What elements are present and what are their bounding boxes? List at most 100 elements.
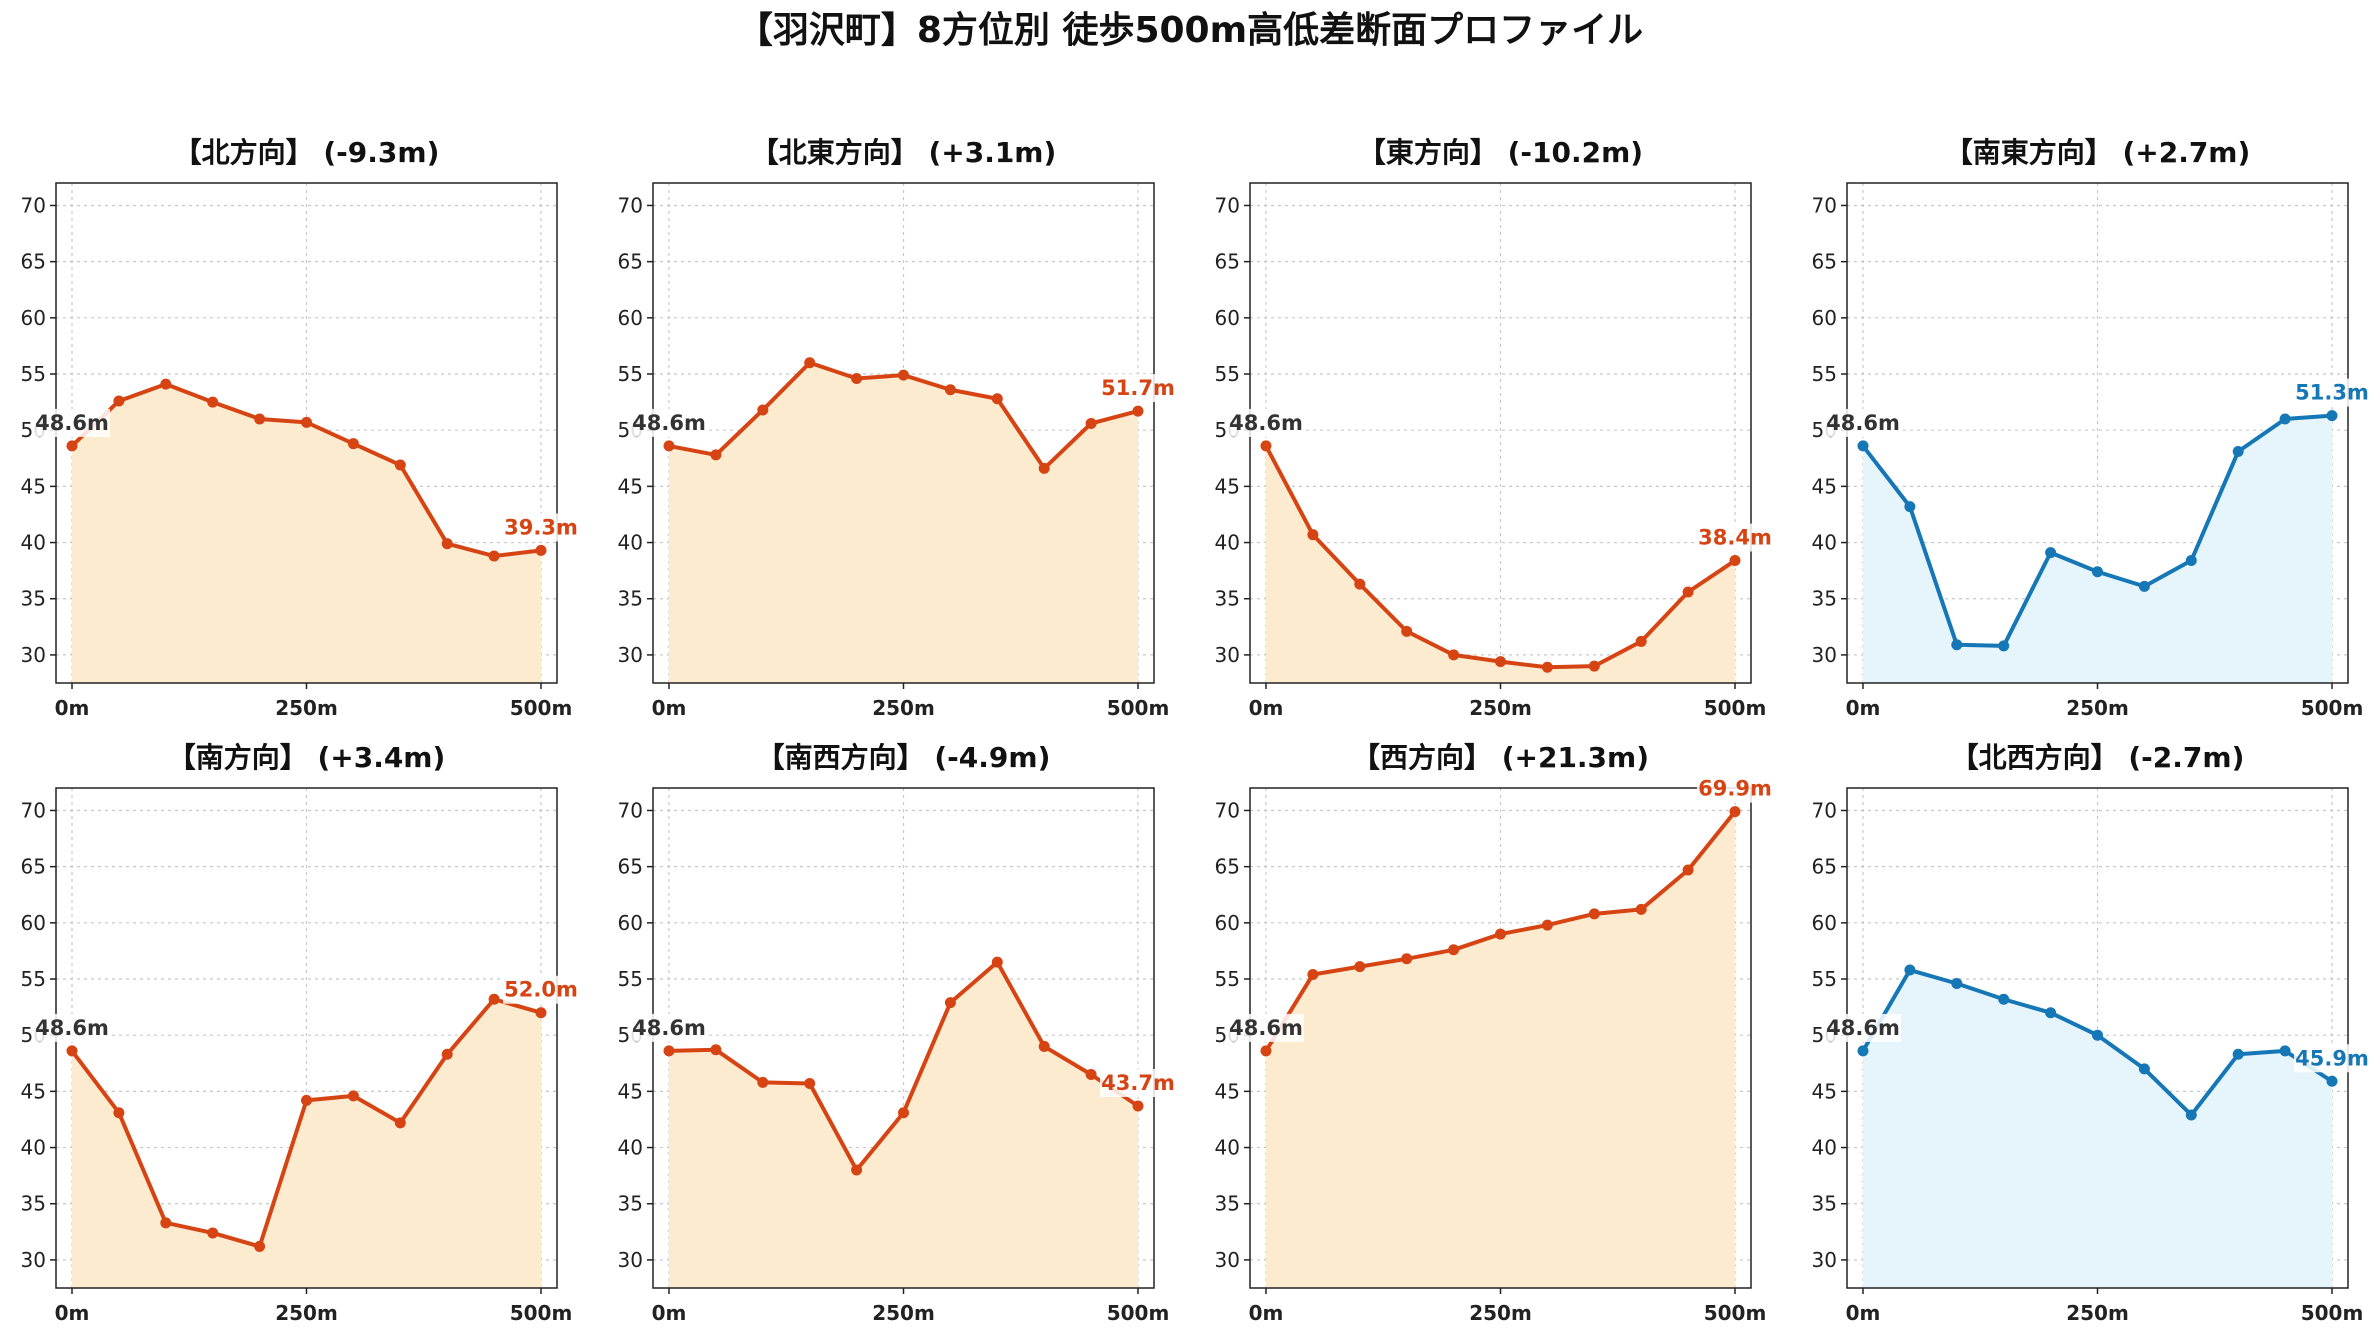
end-label-bg (1100, 1068, 1176, 1097)
data-point (1038, 462, 1050, 474)
panel-title: 【南方向】 (+3.4m) (168, 741, 446, 774)
y-tick-label: 30 (1812, 1248, 1837, 1272)
data-point (2185, 1109, 2197, 1121)
y-tick-label: 65 (21, 855, 46, 879)
data-point (757, 404, 769, 416)
area-fill (1266, 445, 1735, 683)
y-tick-label: 30 (21, 643, 46, 667)
data-point (1495, 928, 1506, 940)
end-value-label: 43.7m (1101, 1071, 1175, 1095)
y-tick-label: 35 (1215, 587, 1240, 611)
data-point (1635, 903, 1647, 915)
figure-title: 【羽沢町】8方位別 徒歩500m高低差断面プロファイル (737, 10, 1643, 51)
area-fill (1863, 970, 2332, 1288)
y-tick-label: 70 (618, 193, 643, 217)
y-tick-label: 55 (21, 362, 46, 386)
end-label-bg (503, 975, 579, 1004)
end-label-bg (1697, 523, 1773, 552)
x-tick-label: 250m (2066, 1301, 2129, 1325)
data-point (2326, 1075, 2338, 1087)
data-point (1904, 964, 1916, 976)
y-tick-label: 55 (1215, 967, 1240, 991)
end-value-label: 51.7m (1101, 376, 1175, 400)
data-point (1495, 656, 1506, 668)
data-point (301, 416, 312, 428)
data-point (1354, 961, 1366, 973)
data-point (488, 993, 500, 1005)
x-tick-label: 500m (2301, 696, 2364, 720)
x-tick-label: 0m (1846, 696, 1881, 720)
data-point (441, 1048, 453, 1060)
y-tick-label: 35 (21, 587, 46, 611)
start-label-bg (34, 408, 110, 437)
y-tick-label: 65 (1812, 855, 1837, 879)
x-tick-label: 0m (652, 696, 687, 720)
y-tick-label: 40 (618, 531, 643, 555)
start-label-bg (631, 408, 707, 437)
data-point (944, 997, 956, 1009)
data-point (2045, 547, 2057, 559)
data-point (944, 384, 956, 396)
end-label-bg (1697, 774, 1773, 803)
data-point (2279, 1045, 2291, 1057)
data-point (394, 1117, 406, 1129)
area-fill (1863, 415, 2332, 683)
data-point (1354, 578, 1366, 590)
y-tick-label: 30 (1215, 1248, 1240, 1272)
data-point (663, 440, 675, 452)
area-fill (72, 384, 541, 683)
x-tick-label: 500m (2301, 1301, 2364, 1325)
y-tick-label: 70 (1812, 798, 1837, 822)
end-value-label: 51.3m (2295, 381, 2369, 405)
start-value-label: 48.6m (1826, 1016, 1900, 1040)
data-point (1307, 529, 1319, 541)
y-tick-label: 70 (1215, 798, 1240, 822)
data-point (1998, 640, 2010, 652)
end-value-label: 69.9m (1698, 777, 1772, 801)
data-point (441, 538, 453, 550)
data-point (1904, 501, 1916, 513)
data-point (394, 459, 406, 471)
y-tick-label: 40 (21, 1136, 46, 1160)
y-tick-label: 60 (1215, 306, 1240, 330)
data-point (1260, 1045, 1272, 1057)
data-point (804, 1078, 816, 1090)
data-point (2138, 580, 2150, 592)
data-point (2138, 1063, 2150, 1075)
y-tick-label: 55 (1812, 362, 1837, 386)
y-tick-label: 60 (618, 911, 643, 935)
x-tick-label: 500m (1704, 1301, 1767, 1325)
x-tick-label: 0m (55, 1301, 90, 1325)
start-value-label: 48.6m (1826, 411, 1900, 435)
y-tick-label: 30 (1812, 643, 1837, 667)
x-tick-label: 0m (1249, 1301, 1284, 1325)
y-tick-label: 30 (21, 1248, 46, 1272)
start-value-label: 48.6m (632, 1016, 706, 1040)
data-point (66, 440, 78, 452)
data-point (1448, 649, 1460, 661)
data-point (2092, 566, 2103, 578)
data-point (1951, 978, 1963, 990)
y-tick-label: 55 (618, 362, 643, 386)
y-tick-label: 35 (618, 587, 643, 611)
start-label-bg (1228, 408, 1304, 437)
data-point (2326, 410, 2338, 422)
x-tick-label: 500m (510, 1301, 573, 1325)
area-fill (72, 999, 541, 1288)
data-point (1857, 1045, 1869, 1057)
y-tick-label: 55 (1812, 967, 1837, 991)
data-point (2045, 1007, 2057, 1019)
data-point (113, 1107, 125, 1119)
data-point (488, 550, 500, 562)
data-point (2279, 413, 2291, 425)
y-tick-label: 35 (1812, 587, 1837, 611)
data-point (160, 1217, 172, 1229)
x-tick-label: 0m (55, 696, 90, 720)
y-tick-label: 65 (618, 250, 643, 274)
